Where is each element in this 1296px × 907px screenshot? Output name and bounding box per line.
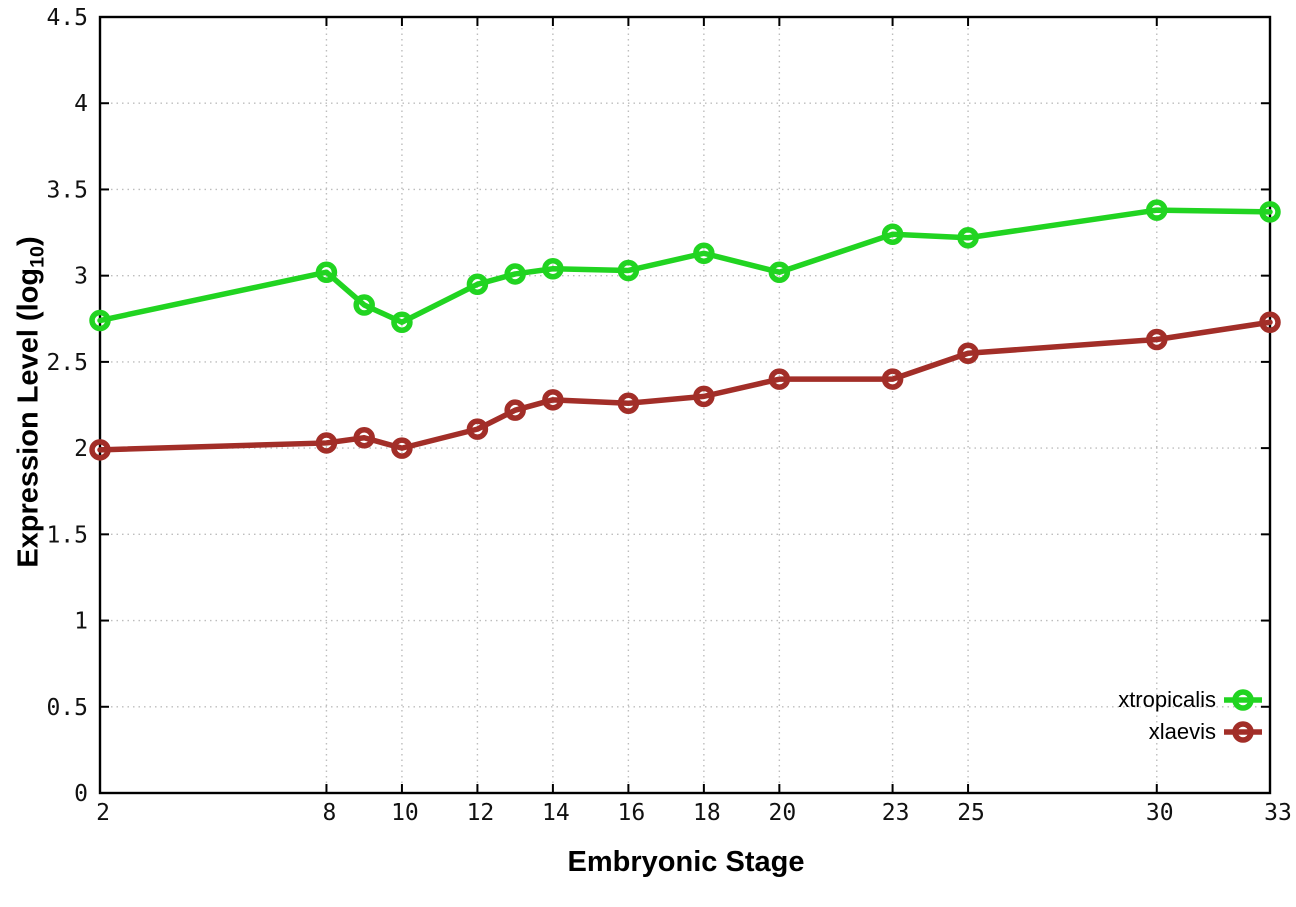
series-xtropicalis-point bbox=[1259, 201, 1281, 223]
series-xtropicalis-point bbox=[315, 261, 338, 283]
series-xtropicalis-point bbox=[693, 242, 715, 264]
series-xlaevis-point bbox=[1146, 328, 1168, 351]
y-tick-label: 3 bbox=[74, 264, 88, 290]
x-tick-label: 25 bbox=[957, 800, 985, 826]
x-tick-label: 18 bbox=[693, 800, 721, 826]
x-tick-label: 23 bbox=[882, 800, 910, 826]
series-xlaevis-point bbox=[466, 418, 489, 440]
series-xlaevis-point bbox=[89, 439, 111, 461]
x-tick-label: 14 bbox=[542, 800, 570, 826]
y-axis-title: Expression Level (log10) bbox=[12, 236, 49, 568]
series-xtropicalis-point bbox=[466, 273, 489, 296]
series-xtropicalis-line bbox=[97, 207, 1273, 325]
x-tick-label: 8 bbox=[323, 800, 337, 826]
series-xtropicalis-point bbox=[542, 258, 564, 280]
series-xlaevis-point bbox=[617, 392, 640, 415]
series-xtropicalis-point bbox=[881, 223, 904, 246]
series-xtropicalis-point bbox=[391, 311, 413, 333]
plot-border bbox=[98, 15, 1272, 795]
y-axis-title-prefix: Expression Level (log bbox=[12, 267, 45, 568]
series-xtropicalis-point bbox=[353, 294, 375, 316]
series-xlaevis-point bbox=[881, 368, 904, 390]
x-axis-title: Embryonic Stage bbox=[567, 846, 805, 878]
series-xlaevis-point bbox=[693, 385, 715, 408]
x-tick-label: 20 bbox=[769, 800, 797, 826]
y-tick-label: 0.5 bbox=[46, 695, 88, 721]
series-xlaevis-point bbox=[391, 437, 413, 459]
legend-label-xtropicalis: xtropicalis bbox=[1118, 687, 1216, 712]
series-xlaevis-point bbox=[768, 368, 791, 390]
series-xtropicalis-point bbox=[617, 259, 640, 282]
legend-marker-xlaevis bbox=[1232, 721, 1254, 743]
series-xlaevis-point bbox=[504, 399, 526, 421]
y-axis-title-suffix: ) bbox=[12, 236, 45, 246]
series-xlaevis-point bbox=[542, 389, 564, 411]
x-tick-label: 33 bbox=[1264, 800, 1292, 826]
x-tick-label: 16 bbox=[618, 800, 646, 826]
y-tick-label: 2 bbox=[74, 436, 88, 462]
x-tick-label: 30 bbox=[1146, 800, 1174, 826]
series-xtropicalis-point bbox=[957, 226, 979, 249]
y-tick-label: 4 bbox=[74, 91, 88, 117]
legend-label-xlaevis: xlaevis bbox=[1149, 719, 1216, 744]
y-tick-label: 3.5 bbox=[46, 177, 88, 203]
y-tick-label: 1.5 bbox=[46, 522, 88, 548]
y-axis-title-subscript: 10 bbox=[26, 245, 49, 268]
series-xtropicalis-point bbox=[768, 261, 791, 283]
x-tick-label: 12 bbox=[467, 800, 495, 826]
series-xlaevis-point bbox=[315, 432, 338, 454]
x-tick-label: 2 bbox=[96, 800, 110, 826]
legend-marker-xtropicalis bbox=[1232, 689, 1254, 711]
y-tick-label: 2.5 bbox=[46, 350, 88, 376]
series-xlaevis-point bbox=[1259, 311, 1281, 333]
series-xtropicalis-point bbox=[504, 263, 526, 285]
series-xlaevis-line bbox=[97, 319, 1273, 453]
x-tick-label: 10 bbox=[391, 800, 419, 826]
y-tick-label: 4.5 bbox=[46, 5, 88, 31]
series-xlaevis-point bbox=[957, 342, 979, 365]
series-xtropicalis-point bbox=[1146, 199, 1168, 221]
y-tick-label: 1 bbox=[74, 609, 88, 635]
series-xtropicalis-point bbox=[89, 309, 111, 332]
y-tick-label: 0 bbox=[74, 781, 88, 807]
series-xlaevis-point bbox=[353, 427, 375, 449]
